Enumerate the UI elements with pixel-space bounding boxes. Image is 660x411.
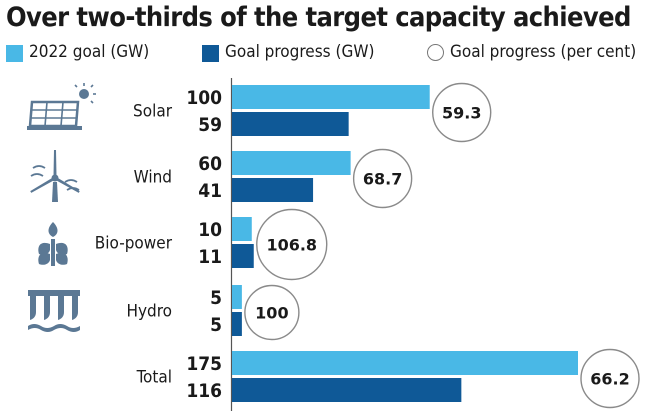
value-label-progress-solar: 59 — [198, 114, 222, 136]
bar-goal-wind — [232, 151, 351, 175]
bar-progress-solar — [232, 112, 349, 136]
value-label-progress-hydro: 5 — [210, 314, 222, 336]
value-label-progress-total: 116 — [186, 380, 222, 402]
legend-swatch-progress — [202, 45, 219, 62]
percent-label-total: 66.2 — [590, 370, 629, 389]
value-label-progress-wind: 41 — [198, 180, 222, 202]
percent-circle-bio-power — [256, 208, 328, 281]
percent-label-solar: 59.3 — [442, 104, 481, 123]
bar-goal-hydro — [232, 285, 242, 309]
bar-progress-bio-power — [232, 244, 254, 268]
category-label-solar: Solar — [133, 102, 173, 122]
legend-label-goal: 2022 goal (GW) — [29, 42, 150, 62]
percent-label-bio-power: 106.8 — [266, 236, 317, 255]
bar-progress-total — [232, 378, 462, 402]
value-label-progress-bio-power: 11 — [198, 246, 222, 268]
value-label-goal-hydro: 5 — [210, 287, 222, 309]
legend-label-progress: Goal progress (GW) — [225, 42, 375, 62]
percent-label-hydro: 100 — [255, 304, 288, 323]
wind-turbine-icon — [30, 150, 80, 202]
category-label-hydro: Hydro — [126, 302, 172, 322]
solar-panel-icon — [27, 83, 96, 130]
bar-progress-hydro — [232, 312, 242, 336]
value-label-goal-bio-power: 10 — [198, 219, 222, 241]
category-label-bio-power: Bio-power — [95, 234, 173, 254]
legend-label-percent: Goal progress (per cent) — [450, 42, 637, 62]
percent-circle-wind — [352, 148, 413, 209]
hydro-dam-icon — [28, 290, 80, 332]
legend: 2022 goal (GW) Goal progress (GW) Goal p… — [0, 42, 660, 68]
bar-goal-bio-power — [232, 217, 252, 241]
value-label-goal-wind: 60 — [198, 153, 222, 175]
percent-circle-hydro — [244, 284, 300, 341]
bar-goal-solar — [232, 85, 430, 109]
value-label-goal-solar: 100 — [186, 87, 222, 109]
chart-title: Over two-thirds of the target capacity a… — [6, 2, 631, 33]
category-label-wind: Wind — [134, 168, 172, 188]
bar-progress-wind — [232, 178, 314, 202]
bio-power-icon — [38, 222, 68, 266]
percent-label-wind: 68.7 — [363, 170, 402, 189]
bar-goal-total — [232, 351, 578, 375]
percent-circle-solar — [432, 82, 492, 143]
legend-swatch-percent — [427, 44, 444, 61]
value-label-goal-total: 175 — [186, 353, 222, 375]
percent-circle-total — [580, 348, 640, 409]
legend-swatch-goal — [6, 45, 23, 62]
category-label-total: Total — [136, 368, 172, 388]
